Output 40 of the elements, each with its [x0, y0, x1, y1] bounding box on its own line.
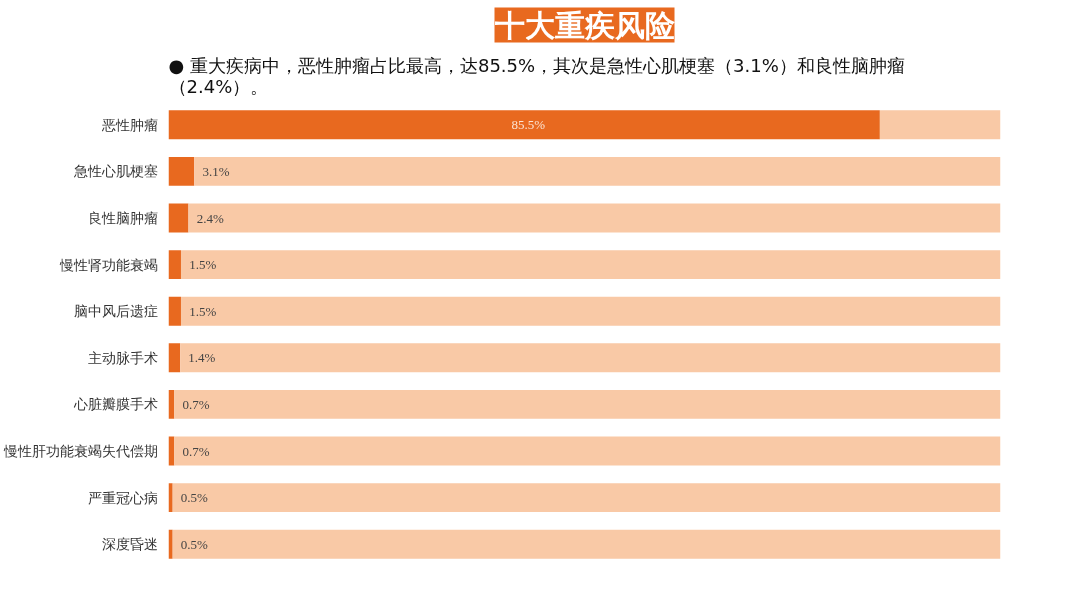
y-tick-label: 脑中风后遗症 [73, 303, 158, 320]
y-tick-label: 心脏瓣膜手术 [72, 396, 158, 413]
data-label: 3.1% [202, 163, 230, 179]
bar [180, 296, 1001, 326]
chart-title: 十大重疾风险 [493, 7, 676, 43]
data-label: 0.5% [180, 536, 209, 552]
y-tick-label: 良性脑肿瘤 [87, 210, 158, 226]
y-tick-label: 慢性肝功能衰竭失代偿期 [2, 443, 158, 459]
bar [168, 250, 181, 280]
bar [180, 343, 1001, 373]
bar [172, 529, 1001, 559]
bar [180, 250, 1001, 280]
bar [168, 483, 173, 513]
bar [879, 110, 1001, 140]
bar [168, 343, 181, 373]
bar [194, 156, 1001, 186]
data-label: 0.7% [182, 396, 210, 412]
chart-subtitle: ● 重大疾病中，恶性肿瘤占比最高，达85.5%，其次是急性心肌梗塞（3.1%）和良性脑肿瘤（2.4%）。 [168, 54, 905, 97]
y-tick-label: 急性心肌梗塞 [72, 163, 158, 180]
bar [168, 529, 173, 559]
bar [168, 203, 189, 233]
data-label: 2.4% [196, 210, 224, 226]
data-label: 1.5% [189, 303, 217, 319]
data-label: 0.7% [182, 443, 210, 459]
y-tick-label: 严重冠心病 [87, 489, 158, 506]
data-label: 1.4% [188, 350, 216, 366]
bar [174, 389, 1001, 419]
bar [172, 483, 1001, 513]
y-tick-label: 慢性肾功能衰竭 [58, 256, 158, 273]
data-label: 1.5% [189, 257, 217, 273]
data-label: 85.5% [511, 117, 546, 133]
bar [168, 110, 880, 140]
bar [188, 203, 1001, 233]
bar [168, 296, 181, 326]
bar [174, 436, 1001, 466]
data-label: 0.5% [180, 490, 209, 506]
y-tick-label: 恶性肿瘤 [100, 116, 158, 133]
y-tick-label: 主动脉手术 [87, 349, 158, 366]
y-tick-label: 深度昏迷 [101, 536, 158, 553]
bar [168, 156, 195, 186]
